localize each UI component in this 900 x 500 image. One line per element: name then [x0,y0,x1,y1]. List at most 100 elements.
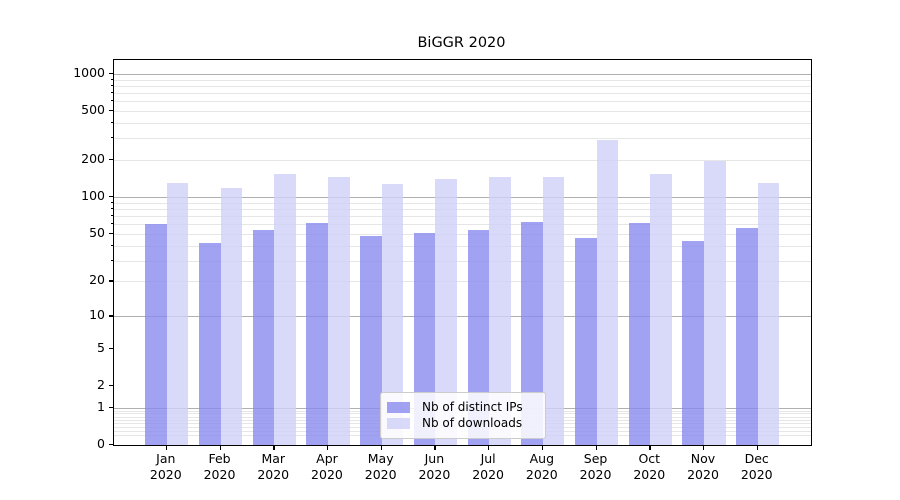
x-tick-label: May 2020 [351,451,411,483]
y-gridline-minor [114,79,811,81]
x-tick-mark [273,445,275,450]
x-tick-month: Jun [424,451,445,466]
y-gridline-minor [114,101,811,103]
x-tick-mark [488,445,490,450]
x-tick-mark [165,445,168,450]
y-minor-tick-mark [110,280,114,282]
x-tick-year: 2020 [687,467,719,482]
chart-title: BiGGR 2020 [417,35,506,51]
y-minor-tick-mark [110,215,114,217]
x-tick-mark [703,445,705,450]
y-gridline-minor [114,208,811,210]
y-minor-tick-mark [110,223,114,225]
y-minor-tick-mark [110,137,114,139]
x-tick-month: May [367,451,394,466]
y-gridline-minor [114,216,811,218]
x-tick-label: Sep 2020 [566,451,626,483]
x-tick-month: Dec [744,451,769,466]
bar-downloads [381,183,404,445]
x-tick-year: 2020 [364,467,397,482]
y-gridline-minor [114,224,811,226]
y-tick-mark [109,72,114,75]
bar-distinct-ips [145,224,167,445]
x-tick-label: Feb 2020 [190,451,250,483]
bar-downloads [435,179,457,445]
x-tick-label: Mar 2020 [243,451,303,483]
y-minor-tick-mark [110,110,114,112]
y-minor-tick-mark [110,201,114,203]
y-gridline-major [114,73,811,75]
x-tick-mark [595,445,597,450]
x-tick-month: Nov [690,451,716,466]
x-tick-month: Sep [583,451,608,466]
x-tick-month: Apr [316,451,338,466]
x-tick-month: Aug [529,451,555,466]
bar-downloads [274,174,296,445]
x-tick-month: Oct [638,451,661,466]
y-tick-label: 20 [89,272,105,288]
y-minor-tick-mark [110,159,114,161]
y-tick-label: 500 [81,102,105,118]
x-tick-mark [434,445,436,450]
y-tick-mark [109,196,114,198]
x-tick-label: Nov 2020 [673,451,733,483]
y-minor-tick-mark [110,259,114,261]
y-gridline-minor [114,160,811,162]
y-gridline-minor [114,202,811,204]
bar-distinct-ips [628,223,651,445]
y-tick-mark [109,315,114,317]
bar-downloads [327,176,350,445]
y-gridline-minor [114,233,811,235]
x-tick-label: Dec 2020 [727,451,787,483]
x-tick-label: Jan 2020 [136,451,196,483]
bar-distinct-ips [521,222,543,445]
y-tick-label: 200 [81,151,105,167]
y-tick-label: 100 [81,188,105,204]
x-tick-month: Feb [208,451,231,466]
bar-distinct-ips [252,229,275,445]
bar-downloads [704,161,726,445]
x-tick-year: 2020 [579,467,612,482]
y-tick-mark [109,347,114,350]
legend-item-downloads: Nb of downloads [387,416,537,431]
y-minor-tick-mark [110,100,114,102]
y-tick-label: 2 [97,376,105,392]
x-tick-mark [326,445,329,450]
y-tick-mark [109,384,114,387]
bar-downloads [542,176,565,445]
legend-label-distinct-ips: Nb of distinct IPs [422,400,523,414]
y-tick-mark [109,406,114,409]
y-gridline-minor [114,138,811,140]
y-tick-label: 10 [89,307,105,323]
y-minor-tick-mark [110,92,114,94]
x-tick-label: Jun 2020 [404,451,464,483]
y-gridline-minor [114,260,811,262]
x-tick-year: 2020 [525,467,558,482]
y-gridline-minor [114,245,811,247]
bar-downloads [596,140,619,445]
x-tick-month: Mar [261,451,286,466]
y-tick-label: 1000 [73,64,105,80]
x-tick-year: 2020 [740,467,773,482]
bar-downloads [220,188,243,445]
bar-distinct-ips [736,227,758,445]
bar-distinct-ips [306,223,328,445]
legend-swatch-downloads [387,418,410,429]
y-minor-tick-mark [110,232,114,234]
x-tick-mark [541,445,544,450]
x-tick-month: Jan [156,451,176,466]
y-gridline-minor [114,85,811,87]
x-tick-label: Oct 2020 [619,451,679,483]
x-tick-year: 2020 [257,467,290,482]
bar-distinct-ips [574,238,597,445]
y-tick-label: 50 [89,224,105,240]
x-tick-label: Apr 2020 [297,451,357,483]
bar-distinct-ips [682,240,704,445]
x-tick-year: 2020 [203,467,236,482]
y-tick-label: 5 [97,339,105,355]
y-tick-label: 1 [97,398,105,414]
bar-distinct-ips [467,229,490,445]
y-minor-tick-mark [110,84,114,86]
y-minor-tick-mark [110,244,114,246]
